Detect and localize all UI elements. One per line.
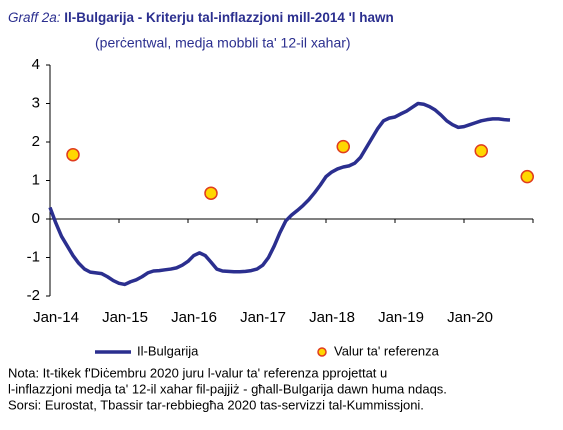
y-tick-label: 4 bbox=[32, 56, 40, 73]
reference-marker bbox=[204, 186, 218, 200]
reference-marker bbox=[336, 139, 350, 154]
y-tick-label: 2 bbox=[32, 133, 40, 150]
x-tick-label: Jan-20 bbox=[447, 309, 493, 326]
line bbox=[48, 101, 511, 287]
x-tick-label: Jan-15 bbox=[102, 309, 148, 326]
y-tick-label: 1 bbox=[32, 171, 40, 188]
x-tick-label: Jan-16 bbox=[171, 309, 217, 326]
chart-title: Graff 2a: Il-Bulgarija - Kriterju tal-in… bbox=[8, 10, 394, 25]
y-tick-label: -1 bbox=[27, 248, 40, 265]
x-tick-label: Jan-19 bbox=[378, 309, 424, 326]
reference-marker bbox=[474, 144, 488, 158]
x-tick-label: Jan-17 bbox=[240, 309, 286, 326]
x-tick-label: Jan-18 bbox=[309, 309, 355, 326]
reference-marker bbox=[520, 169, 534, 184]
reference-marker bbox=[66, 147, 80, 162]
y-tick-label: 3 bbox=[32, 94, 40, 111]
x-tick-label: Jan-14 bbox=[33, 309, 79, 326]
legend-label: Il-Bulgarija bbox=[137, 343, 199, 358]
legend-label: Valur ta' referenza bbox=[334, 343, 440, 358]
footnote: l-inflazzjoni medja ta' 12-il xahar fil-… bbox=[8, 381, 447, 396]
chart-subtitle: (perċentwal, medja mobbli ta' 12-il xaha… bbox=[95, 35, 351, 51]
y-tick-label: -2 bbox=[27, 287, 40, 304]
legend-marker bbox=[317, 347, 327, 357]
footnote: Sorsi: Eurostat, Tbassir tar-rebbiegħa 2… bbox=[8, 397, 424, 412]
y-tick-label: 0 bbox=[32, 210, 40, 227]
chart-label: Graff 2a: bbox=[8, 10, 61, 25]
footnote: Nota: It-tikek f'Diċembru 2020 juru l-va… bbox=[8, 365, 387, 380]
title-text: Il-Bulgarija - Kriterju tal-inflazzjoni … bbox=[64, 10, 394, 25]
